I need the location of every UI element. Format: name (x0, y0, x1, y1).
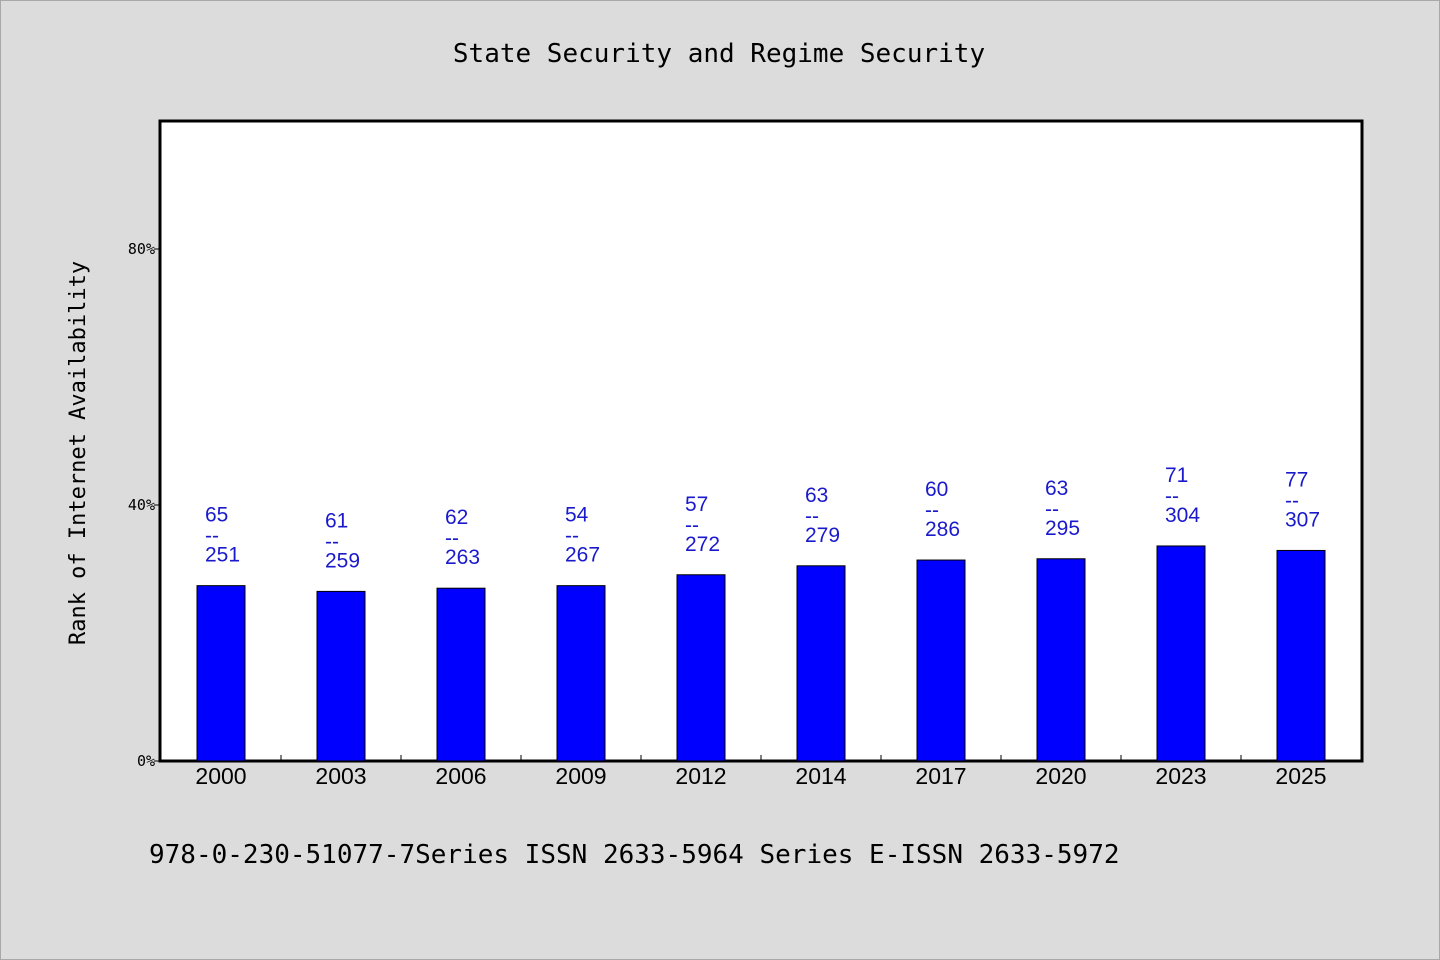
bar-2012 (676, 574, 726, 762)
bar-label-top-2000: 65 (205, 504, 228, 527)
bar-label-top-2006: 62 (445, 506, 468, 529)
bar-label-bottom-2023: 304 (1165, 504, 1200, 527)
bar-label-separator-2006: -- (445, 527, 459, 550)
bar-label-separator-2009: -- (565, 525, 579, 548)
y-axis: 0% 40% 80% (128, 240, 161, 770)
x-tick-label-2006: 2006 (435, 763, 486, 789)
x-tick-label-2014: 2014 (795, 763, 846, 789)
data-labels-group: 65--25161--25962--26354--26757--27263--2… (205, 464, 1320, 572)
bar-2017 (916, 559, 966, 762)
bar-label-bottom-2017: 286 (925, 518, 960, 541)
y-tick-label-80%: 80% (128, 240, 155, 258)
bar-label-top-2020: 63 (1045, 477, 1068, 500)
bar-label-bottom-2009: 267 (565, 544, 600, 567)
x-axis: 2000 2003 2006 2009 2012 2014 2017 2020 2023 2025 (195, 755, 1327, 789)
bar-label-bottom-2020: 295 (1045, 517, 1080, 540)
x-tick-label-2009: 2009 (555, 763, 606, 789)
bar-label-bottom-2000: 251 (205, 544, 240, 567)
bar-label-top-2009: 54 (565, 504, 589, 527)
bar-label-top-2017: 60 (925, 478, 948, 501)
bar-2025 (1276, 549, 1326, 762)
bar-2006 (436, 587, 486, 762)
y-tick-label-40%: 40% (128, 496, 155, 514)
bar-label-top-2012: 57 (685, 493, 708, 516)
bar-label-separator-2003: -- (325, 530, 339, 553)
x-tick-label-2017: 2017 (915, 763, 966, 789)
bar-2023 (1156, 545, 1206, 762)
bar-label-separator-2017: -- (925, 499, 939, 522)
bar-label-separator-2025: -- (1285, 489, 1299, 512)
bar-label-separator-2012: -- (685, 514, 699, 537)
bars-group (196, 545, 1326, 762)
bar-2009 (556, 585, 606, 762)
bar-label-top-2025: 77 (1285, 468, 1308, 491)
x-tick-label-2000: 2000 (195, 763, 246, 789)
bar-label-bottom-2014: 279 (805, 524, 840, 547)
bar-label-separator-2014: -- (805, 505, 819, 528)
bar-label-top-2014: 63 (805, 484, 828, 507)
chart-title: State Security and Regime Security (453, 39, 985, 69)
bar-label-bottom-2025: 307 (1285, 508, 1320, 531)
x-tick-label-2020: 2020 (1035, 763, 1086, 789)
bar-label-top-2003: 61 (325, 509, 348, 532)
footer-isbn-text: 978-0-230-51077-7Series ISSN 2633-5964 S… (149, 840, 1120, 870)
bar-label-top-2023: 71 (1165, 464, 1188, 487)
x-tick-label-2003: 2003 (315, 763, 366, 789)
bar-2003 (316, 590, 366, 762)
y-axis-label: Rank of Internet Availability (66, 261, 91, 645)
bar-2014 (796, 565, 846, 762)
bar-label-separator-2020: -- (1045, 498, 1059, 521)
bar-label-separator-2023: -- (1165, 485, 1179, 508)
x-tick-label-2023: 2023 (1155, 763, 1206, 789)
bar-label-bottom-2003: 259 (325, 549, 360, 572)
bar-label-bottom-2012: 272 (685, 533, 720, 556)
x-tick-label-2012: 2012 (675, 763, 726, 789)
bar-2020 (1036, 558, 1086, 762)
bar-2000 (196, 585, 246, 762)
bar-label-separator-2000: -- (205, 525, 219, 548)
x-tick-label-2025: 2025 (1275, 763, 1326, 789)
y-tick-label-0%: 0% (137, 752, 155, 770)
bar-label-bottom-2006: 263 (445, 546, 480, 569)
